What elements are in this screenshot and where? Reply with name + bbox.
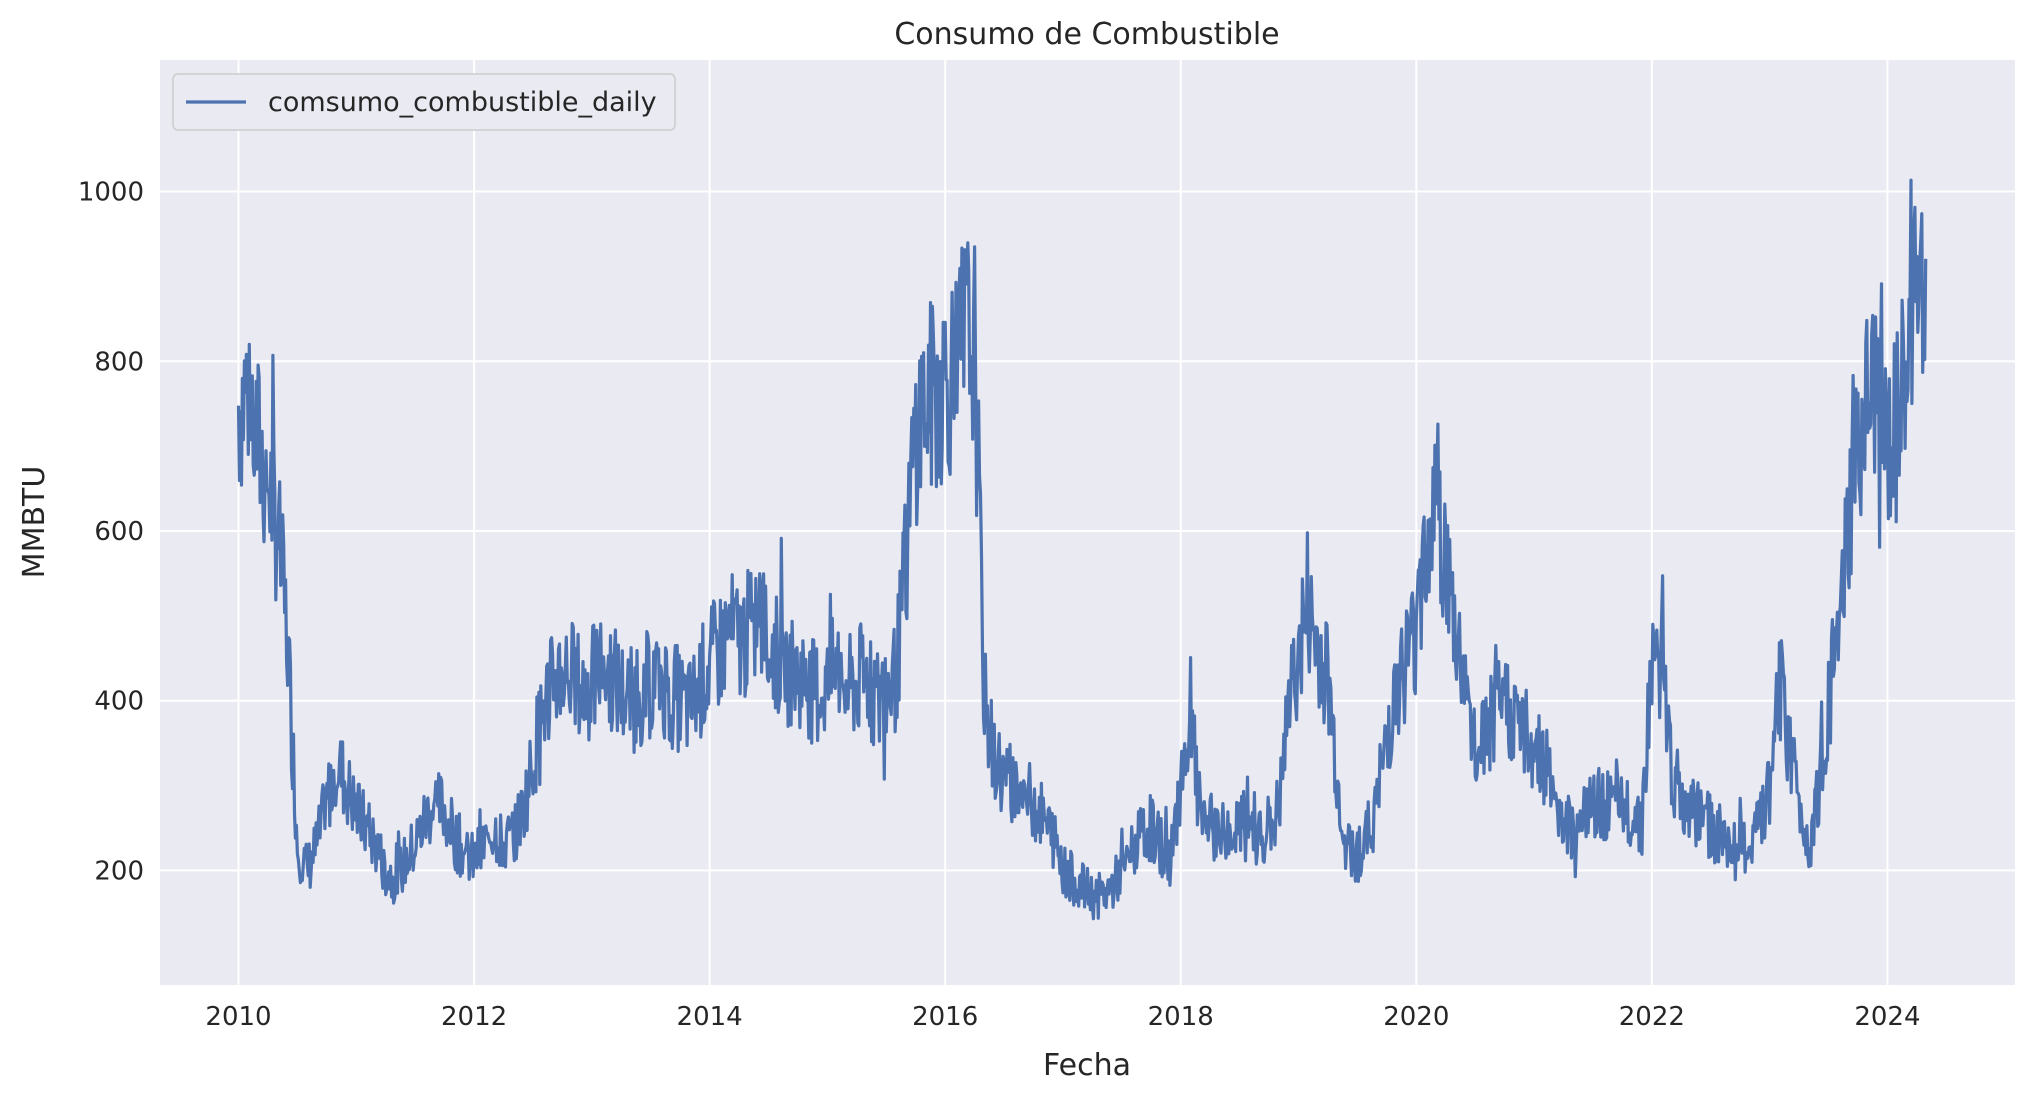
y-tick-labels: 200 400 600 800 1000 xyxy=(78,178,144,887)
legend-box xyxy=(172,73,676,131)
y-tick-label: 600 xyxy=(94,517,144,547)
plot-area xyxy=(160,60,2015,985)
x-tick-label: 2016 xyxy=(912,1002,978,1032)
legend: comsumo_combustible_daily xyxy=(172,73,676,131)
y-tick-label: 400 xyxy=(94,687,144,717)
x-tick-label: 2022 xyxy=(1619,1002,1685,1032)
grid-lines xyxy=(160,60,2015,985)
x-tick-label: 2014 xyxy=(677,1002,743,1032)
x-axis-label: Fecha xyxy=(1043,1048,1131,1083)
legend-entry-label: comsumo_combustible_daily xyxy=(268,87,657,118)
x-tick-label: 2024 xyxy=(1854,1002,1920,1032)
x-tick-label: 2012 xyxy=(441,1002,507,1032)
y-tick-label: 1000 xyxy=(78,178,144,208)
chart-title: Consumo de Combustible xyxy=(894,17,1279,52)
x-tick-labels: 2010 2012 2014 2016 2018 2020 2022 2024 xyxy=(205,1002,1920,1032)
x-tick-label: 2020 xyxy=(1383,1002,1449,1032)
y-axis-label: MMBTU xyxy=(17,466,52,579)
x-tick-label: 2010 xyxy=(205,1002,271,1032)
y-tick-label: 200 xyxy=(94,856,144,886)
x-tick-label: 2018 xyxy=(1148,1002,1214,1032)
series-line-comsumo-combustible-daily xyxy=(236,178,1928,921)
y-tick-label: 800 xyxy=(94,347,144,377)
